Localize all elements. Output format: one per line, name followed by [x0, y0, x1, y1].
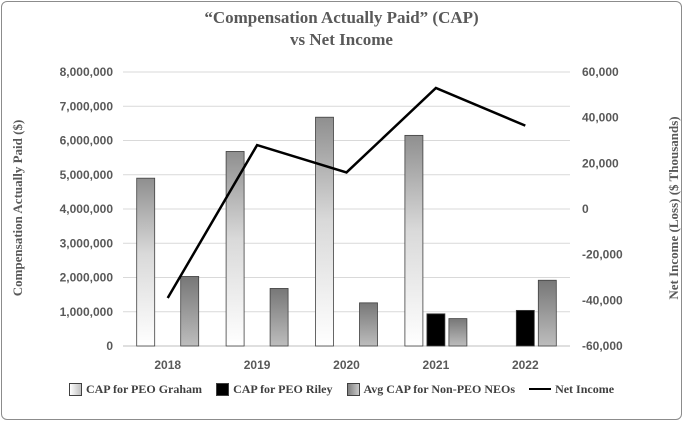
bar-peo-graham	[225, 151, 245, 347]
x-tick-label: 2021	[423, 358, 450, 372]
y2-tick-label: 0	[582, 202, 589, 216]
y2-tick-label: 40,000	[582, 111, 619, 125]
legend-swatch-net-income	[529, 388, 552, 390]
y-tick-label: 6,000,000	[60, 134, 114, 148]
bar-avg-non-peo	[359, 302, 378, 347]
bar-avg-non-peo	[537, 279, 557, 347]
y-tick-label: 7,000,000	[60, 99, 114, 113]
bar-peo-graham	[136, 177, 156, 347]
legend-label-avg: Avg CAP for Non-PEO NEOs	[363, 381, 516, 396]
y2-tick-label: 20,000	[582, 156, 619, 170]
legend-label-riley: CAP for PEO Riley	[233, 381, 333, 396]
bar-peo-graham	[404, 134, 424, 347]
legend-swatch-riley	[216, 382, 230, 396]
x-tick-label: 2019	[244, 358, 271, 372]
y-tick-label: 2,000,000	[60, 271, 114, 285]
y2-tick-label: -60,000	[582, 339, 623, 353]
legend-item-avg: Avg CAP for Non-PEO NEOs	[346, 381, 516, 397]
bar-avg-non-peo	[269, 288, 289, 347]
y-tick-label: 1,000,000	[60, 305, 114, 319]
x-tick-label: 2020	[333, 358, 360, 372]
y-tick-label: 4,000,000	[60, 202, 114, 216]
y-tick-label: 8,000,000	[60, 65, 114, 79]
x-tick-label: 2018	[154, 358, 181, 372]
y2-tick-label: -20,000	[582, 248, 623, 262]
y2-tick-label: 60,000	[582, 65, 619, 79]
legend-item-net-income: Net Income	[529, 382, 614, 397]
legend-label-net-income: Net Income	[555, 381, 615, 396]
chart-subtitle: vs Net Income	[290, 30, 393, 49]
net-income-line	[166, 86, 526, 299]
bar-peo-graham	[315, 116, 334, 347]
legend: CAP for PEO Graham CAP for PEO Riley Avg…	[0, 379, 683, 399]
legend-swatch-graham	[68, 382, 82, 396]
x-tick-label: 2022	[512, 358, 539, 372]
bar-peo-riley	[515, 309, 535, 347]
bar-peo-riley	[426, 313, 446, 347]
chart-title: “Compensation Actually Paid” (CAP)	[204, 8, 479, 27]
legend-item-riley: CAP for PEO Riley	[216, 381, 333, 397]
y-tick-label: 0	[106, 339, 113, 353]
bar-avg-non-peo	[448, 318, 468, 347]
legend-label-graham: CAP for PEO Graham	[85, 381, 203, 396]
bar-avg-non-peo	[180, 276, 200, 347]
legend-swatch-avg	[346, 382, 360, 396]
y-tick-label: 3,000,000	[60, 236, 114, 250]
y-tick-label: 5,000,000	[60, 168, 114, 182]
legend-item-graham: CAP for PEO Graham	[68, 381, 203, 397]
y2-tick-label: -40,000	[582, 293, 623, 307]
